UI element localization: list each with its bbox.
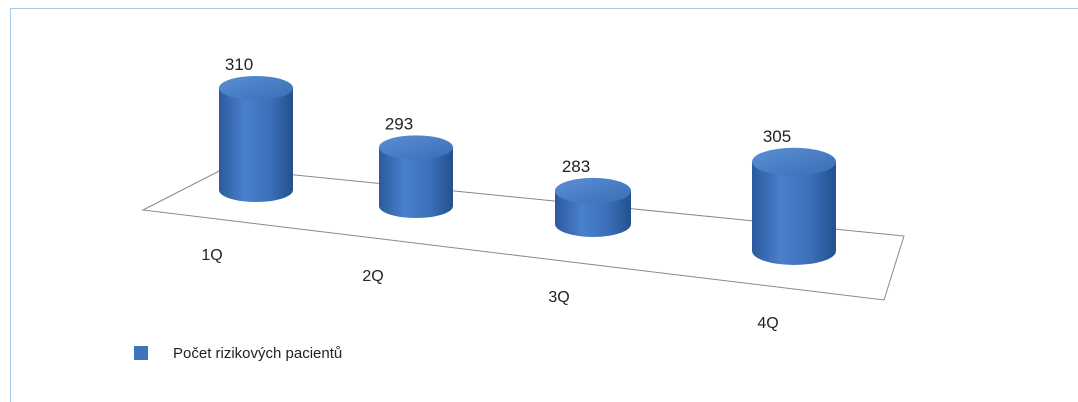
category-label: 1Q bbox=[201, 247, 222, 264]
legend: Počet rizikových pacientů bbox=[134, 343, 342, 363]
category-label: 4Q bbox=[757, 315, 778, 332]
bar-body bbox=[379, 147, 453, 218]
bar-1Q bbox=[219, 76, 293, 202]
floor-plane bbox=[141, 167, 905, 301]
bar-top bbox=[219, 76, 293, 100]
bar-2Q bbox=[379, 135, 453, 218]
legend-label: Počet rizikových pacientů bbox=[173, 344, 343, 362]
data-label: 310 bbox=[225, 55, 253, 74]
bar-body bbox=[219, 88, 293, 202]
bar-top bbox=[555, 177, 631, 204]
category-label: 2Q bbox=[362, 268, 383, 285]
data-label: 305 bbox=[763, 127, 791, 146]
frame-left-border bbox=[10, 8, 11, 402]
bar-3Q bbox=[555, 177, 631, 237]
data-label: 283 bbox=[562, 157, 590, 176]
bar-4Q bbox=[752, 147, 836, 265]
bar-top bbox=[379, 135, 453, 160]
bars-layer: 310 1Q 293 2Q 283 3Q 305 4Q bbox=[201, 55, 836, 332]
bar-body bbox=[555, 190, 631, 237]
legend-swatch bbox=[134, 346, 148, 360]
category-label: 3Q bbox=[548, 289, 569, 306]
bar-top bbox=[752, 147, 836, 176]
bar-body bbox=[752, 161, 836, 265]
data-label: 293 bbox=[385, 114, 413, 133]
frame-top-border bbox=[10, 8, 1078, 9]
